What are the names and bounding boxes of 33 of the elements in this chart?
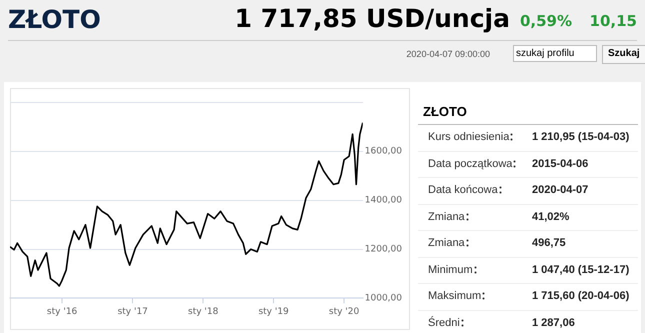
text: 41,02% — [532, 210, 570, 222]
text: 2020-04-07 — [532, 184, 588, 196]
text: ZŁOTO — [418, 98, 638, 125]
text: 1 287,06 — [532, 316, 575, 328]
category-label: Zmiana — [428, 237, 465, 249]
text: 496,75 — [532, 237, 566, 249]
category-label: Data końcowa — [428, 184, 498, 196]
category-label: Zmiana — [428, 210, 465, 222]
x-tick-label: sty '17 — [118, 306, 148, 317]
x-tick-label: sty '19 — [258, 306, 290, 317]
text: szukaj profilu — [513, 45, 597, 62]
x-tick-label: sty '20 — [328, 306, 360, 317]
text: 0,59% — [520, 12, 572, 30]
y-tick-label: 1600,00 — [364, 146, 402, 157]
text: 1 047,40 (15-12-17) — [532, 264, 630, 276]
text: Szukaj — [602, 45, 645, 64]
text: 2020-04-07 09:00:00 — [406, 49, 490, 59]
category-label: Maksimum — [428, 290, 482, 302]
y-tick-label: 1400,00 — [364, 196, 402, 206]
chart-subtitle: 1 717,85 USD/uncja — [234, 4, 510, 33]
category-label: Minimum — [428, 264, 473, 276]
chart-title: ZŁOTO — [8, 5, 101, 34]
text: 2015-04-06 — [532, 158, 588, 170]
category-label: Data początkowa — [428, 158, 512, 170]
y-tick-label: 1000,00 — [364, 294, 402, 304]
text: 1 715,60 (20-04-06) — [532, 290, 630, 302]
x-tick-label: sty '18 — [188, 306, 219, 317]
text: 10,15 — [590, 12, 637, 30]
category-label: Średni — [428, 316, 460, 328]
category-label: Kurs odniesienia — [428, 131, 510, 143]
text: 1 210,95 (15-04-03) — [532, 131, 630, 143]
y-tick-label: 1200,00 — [364, 244, 402, 255]
x-tick-label: sty '16 — [46, 306, 78, 317]
